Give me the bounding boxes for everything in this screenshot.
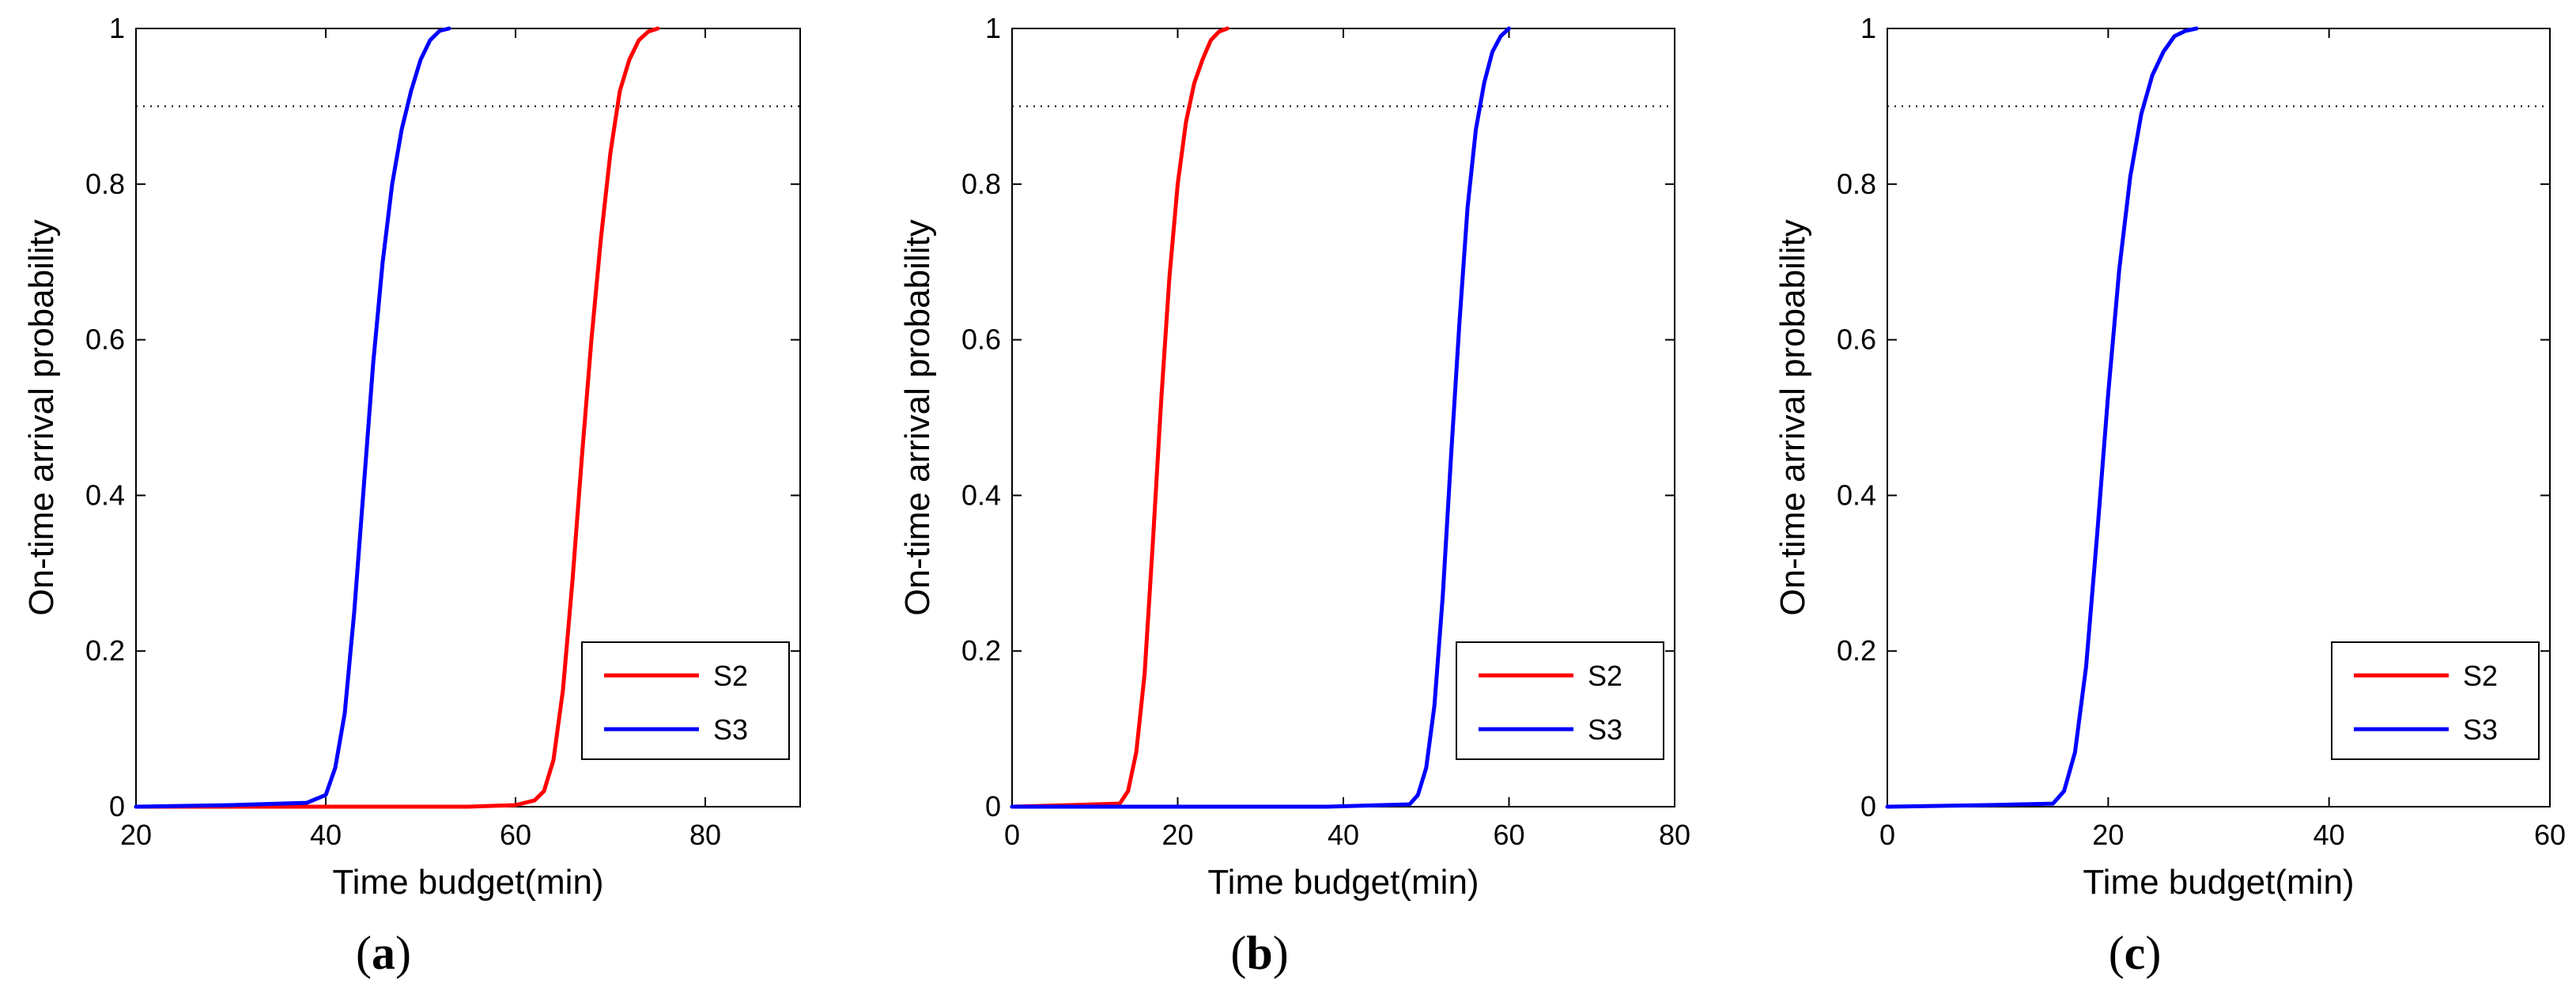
legend-box [2331,641,2540,760]
x-tick-label: 0 [1004,819,1020,851]
plot-frame [1887,28,2551,807]
panel-label-letter: c [2125,927,2146,979]
y-axis-label: On-time arrival probability [22,219,61,615]
x-tick-label: 40 [310,819,342,851]
y-tick-label: 0.2 [85,634,125,667]
legend-label-s3: S3 [2463,713,2498,746]
y-tick-label: 1 [1860,12,1876,44]
x-tick-label: 80 [689,819,721,851]
x-tick-label: 20 [120,819,152,851]
y-tick-label: 0.2 [1837,634,1876,667]
y-tick-label: 0.6 [85,323,125,356]
panel-label-open: ( [2109,927,2125,979]
legend-label-s2: S2 [1588,660,1622,692]
chart-panel-c: 0 20 40 60 0 0.2 0.4 0.6 0.8 1 Time budget(min) On-… [1773,12,2566,979]
x-tick-label: 20 [2092,819,2124,851]
legend: S2 S3 [1456,641,1664,760]
y-tick-label: 1 [109,12,125,44]
panel-label-close: ) [395,927,411,979]
panel-label: (b) [1230,927,1288,979]
panel-label-letter: a [372,927,395,979]
legend-box [581,641,790,760]
chart-panel-b: 0 20 40 60 80 0 0.2 0.4 0.6 0.8 1 Time budget(min) O… [898,12,1690,979]
series-line-s2 [1010,26,1229,809]
y-tick-label: 0.2 [961,634,1001,667]
y-axis-label: On-time arrival probability [1773,219,1812,615]
y-tick-label: 0.8 [961,168,1001,200]
x-tick-label: 40 [1328,819,1359,851]
x-axis-label: Time budget(min) [332,863,603,902]
x-tick-label: 40 [2313,819,2345,851]
panel-label-open: ( [1230,927,1246,979]
legend-label-s2: S2 [2463,660,2498,692]
y-tick-label: 0.6 [1837,323,1876,356]
x-tick-label: 20 [1161,819,1193,851]
legend-label-s3: S3 [713,713,748,746]
panel-label-open: ( [356,927,372,979]
chart-panel-a: 20 40 60 80 0 0.2 0.4 0.6 0.8 1 Time budget(min) On… [22,12,801,979]
series-line-s3 [134,26,451,809]
series-line-s3 [1010,26,1511,809]
y-tick-label: 0.4 [85,478,125,511]
y-tick-label: 1 [985,12,1001,44]
x-axis-label: Time budget(min) [1207,863,1479,902]
y-tick-label: 0.4 [1837,478,1876,511]
x-tick-label: 80 [1659,819,1690,851]
x-tick-label: 0 [1879,819,1895,851]
panel-label: (a) [356,927,411,979]
panel-label-close: ) [1273,927,1289,979]
legend-label-s2: S2 [713,660,748,692]
y-tick-label: 0.8 [85,168,125,200]
x-tick-label: 60 [1493,819,1524,851]
panel-label: (c) [2109,927,2162,979]
series-line-s3 [1885,26,2199,809]
y-tick-label: 0 [1860,790,1876,823]
legend-box [1456,641,1664,760]
x-tick-label: 60 [2534,819,2566,851]
x-tick-label: 60 [500,819,531,851]
series-line-s2 [134,26,660,809]
y-tick-label: 0 [985,790,1001,823]
y-tick-label: 0.6 [961,323,1001,356]
y-tick-label: 0.4 [961,478,1001,511]
legend: S2 S3 [581,641,790,760]
panel-label-letter: b [1246,927,1272,979]
y-axis-label: On-time arrival probability [898,219,937,615]
y-tick-label: 0.8 [1837,168,1876,200]
panel-label-close: ) [2145,927,2161,979]
legend-label-s3: S3 [1588,713,1622,746]
legend: S2 S3 [2331,641,2540,760]
x-axis-label: Time budget(min) [2083,863,2354,902]
y-tick-label: 0 [109,790,125,823]
